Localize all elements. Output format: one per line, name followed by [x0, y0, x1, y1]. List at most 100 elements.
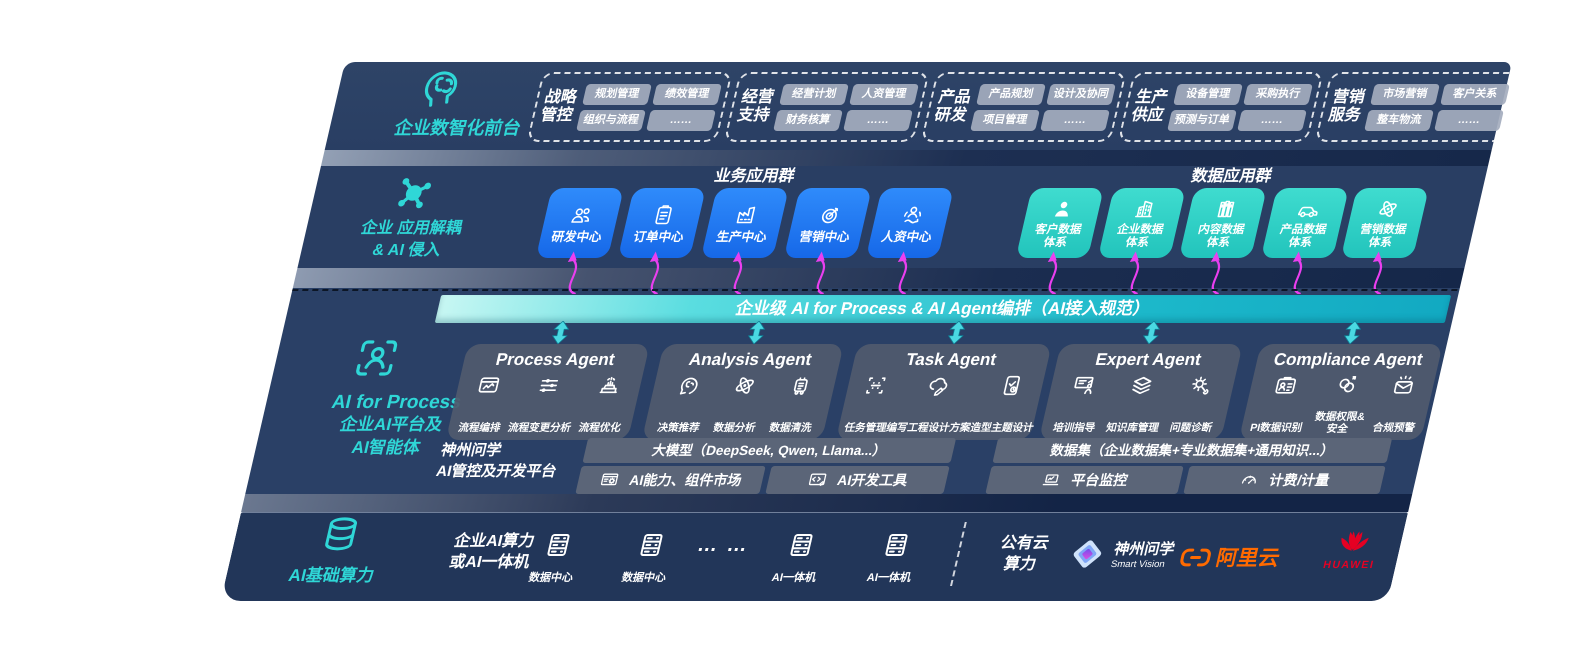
car-icon — [1293, 197, 1323, 221]
platform-cell: 平台监控 — [985, 466, 1184, 494]
rack-icon — [633, 530, 670, 560]
head-chat-icon — [673, 373, 704, 398]
building-icon — [1130, 197, 1160, 221]
agent-capability-label: 任务管理 — [843, 422, 888, 434]
data-app-box: 客户数据体系 — [1015, 188, 1104, 258]
business-app-box: 研发中心 — [535, 188, 624, 258]
app-layer-label-line1: 企业 应用解耦 — [359, 220, 464, 237]
front-chip: 规划管理 — [582, 83, 653, 105]
agent-box: Expert Agent 培训指导 知识库管理 问题诊断 — [1038, 344, 1243, 440]
platform-label-line2: AI管控及开发平台 — [434, 463, 559, 480]
person-icon — [1048, 197, 1078, 221]
front-chip: …… — [1237, 109, 1308, 131]
app-box-label: 内容数据体系 — [1196, 223, 1246, 249]
agent-capability: 知识库管理 — [1105, 373, 1172, 435]
platform-cell-label: 计费/计量 — [1267, 472, 1332, 488]
front-chip: 预测与订单 — [1167, 109, 1238, 131]
data-app-box: 产品数据体系 — [1260, 188, 1349, 258]
front-chip: 整车物流 — [1364, 109, 1435, 131]
platform-cell-label: AI能力、组件市场 — [627, 472, 744, 488]
front-group-chips: 产品规划 设计及协同 项目管理…… — [970, 83, 1117, 131]
agent-capability-label: 问题诊断 — [1168, 422, 1214, 434]
sliders-icon — [534, 373, 565, 398]
cloud-pen-icon — [923, 373, 954, 398]
huawei-name: HUAWEI — [1321, 559, 1376, 571]
slab-edge — [241, 494, 1413, 512]
app-box-label: 产品数据体系 — [1278, 223, 1328, 249]
tablet-check-icon — [996, 373, 1027, 398]
agent-capability-label: 培训指导 — [1051, 422, 1097, 434]
front-group: 营销服务 市场营销 客户关系 整车物流…… — [1314, 72, 1521, 142]
front-chip: …… — [1040, 109, 1111, 131]
infra-node: 数据中心 — [597, 530, 700, 585]
data-app-box: 营销数据体系 — [1340, 188, 1429, 258]
app-box-label: 客户数据体系 — [1033, 223, 1083, 249]
infra-node: 数据中心 — [504, 530, 607, 585]
platform-label: 神州问学 AI管控及开发平台 — [434, 440, 594, 482]
agent-items: 流程编排 流程变更分析 流程优化 — [453, 373, 637, 435]
front-chip: …… — [1434, 109, 1505, 131]
agent-capability-label: 编写工程设计方案 — [885, 422, 972, 434]
agent-items: 任务管理 编写工程设计方案 造型主题设计 — [843, 373, 1039, 435]
alibaba-bracket-icon — [1178, 547, 1213, 568]
business-group-title: 业务应用群 — [712, 168, 797, 185]
app-box-label: 人资中心 — [880, 229, 934, 244]
agent-capability: 培训指导 — [1051, 373, 1107, 435]
model-bar: 大模型（DeepSeek, Qwen, Llama...） — [582, 438, 957, 463]
agent-items: 决策推荐 数据分析 数据清洗 — [649, 373, 831, 435]
agent-capability-label: PI数据识别 — [1248, 422, 1304, 434]
app-box-label: 营销数据体系 — [1358, 223, 1408, 249]
data-group-title: 数据应用群 — [1189, 168, 1274, 185]
front-group-chips: 经营计划 人资管理 财务核算…… — [773, 83, 920, 131]
agent-capability-label: 决策推荐 — [656, 422, 701, 434]
platform-cell: 计费/计量 — [1183, 466, 1386, 494]
front-group: 战略管控 规划管理 绩效管理 组织与流程…… — [526, 72, 733, 142]
agent-capability: 流程编排 — [457, 373, 513, 435]
platform-label-line1: 神州问学 — [439, 442, 504, 459]
front-group: 产品研发 产品规划 设计及协同 项目管理…… — [920, 72, 1127, 142]
hr-icon — [897, 203, 927, 227]
infra-node-label: 数据中心 — [527, 572, 575, 584]
gauge-icon — [1237, 470, 1262, 490]
agent-box: Process Agent 流程编排 流程变更分析 流程优化 — [445, 344, 650, 440]
alibaba-name: 阿里云 — [1213, 547, 1283, 570]
front-chip: 设备管理 — [1173, 83, 1244, 105]
alibaba-cloud-logo: 阿里云 — [1177, 542, 1283, 572]
agent-items: 培训指导 知识库管理 问题诊断 — [1046, 373, 1230, 435]
business-app-box: 订单中心 — [617, 188, 706, 258]
agent-capability: 造型主题设计 — [969, 373, 1046, 435]
front-group-title: 战略管控 — [538, 89, 579, 124]
agent-title: Task Agent — [904, 350, 999, 369]
front-group-title: 经营支持 — [735, 89, 776, 124]
front-chip: 财务核算 — [773, 109, 844, 131]
app-box-label: 研发中心 — [550, 229, 604, 244]
front-chip: 市场营销 — [1370, 83, 1441, 105]
huawei-flower-icon — [1335, 528, 1375, 553]
front-chip: 设计及协同 — [1046, 83, 1117, 105]
agent-box: Analysis Agent 决策推荐 数据分析 数据清洗 — [641, 344, 844, 440]
molecule-icon — [388, 172, 440, 214]
agent-capability: PI数据识别 — [1249, 373, 1315, 435]
agent-capability-label: 流程优化 — [577, 422, 623, 434]
agent-capability: 决策推荐 — [656, 373, 712, 435]
infra-node-label: AI一体机 — [865, 572, 913, 584]
robot-icon — [785, 373, 816, 398]
win-gear-icon — [597, 470, 622, 490]
shenzhou-name: 神州问学 — [1112, 541, 1177, 558]
code-tool-icon — [805, 470, 830, 490]
clipboard-icon — [649, 203, 679, 227]
front-group-title: 生产供应 — [1129, 89, 1170, 124]
infra-label-text: AI基础算力 — [286, 566, 377, 585]
platform-cell-label: 平台监控 — [1069, 472, 1130, 488]
agent-capability-label: 流程编排 — [456, 422, 502, 434]
task-grid-icon — [860, 373, 891, 398]
agent-capability: 数据权限&安全 — [1306, 373, 1380, 435]
front-chip: 绩效管理 — [652, 83, 723, 105]
huawei-logo: HUAWEI — [1312, 528, 1392, 571]
public-cloud-line1: 公有云 — [998, 535, 1051, 552]
agent-capability-label: 流程变更分析 — [506, 422, 573, 434]
front-group-title: 营销服务 — [1326, 89, 1367, 124]
database-icon — [316, 514, 365, 554]
infra-node: AI一体机 — [747, 530, 850, 585]
idcard-icon — [1271, 373, 1302, 398]
